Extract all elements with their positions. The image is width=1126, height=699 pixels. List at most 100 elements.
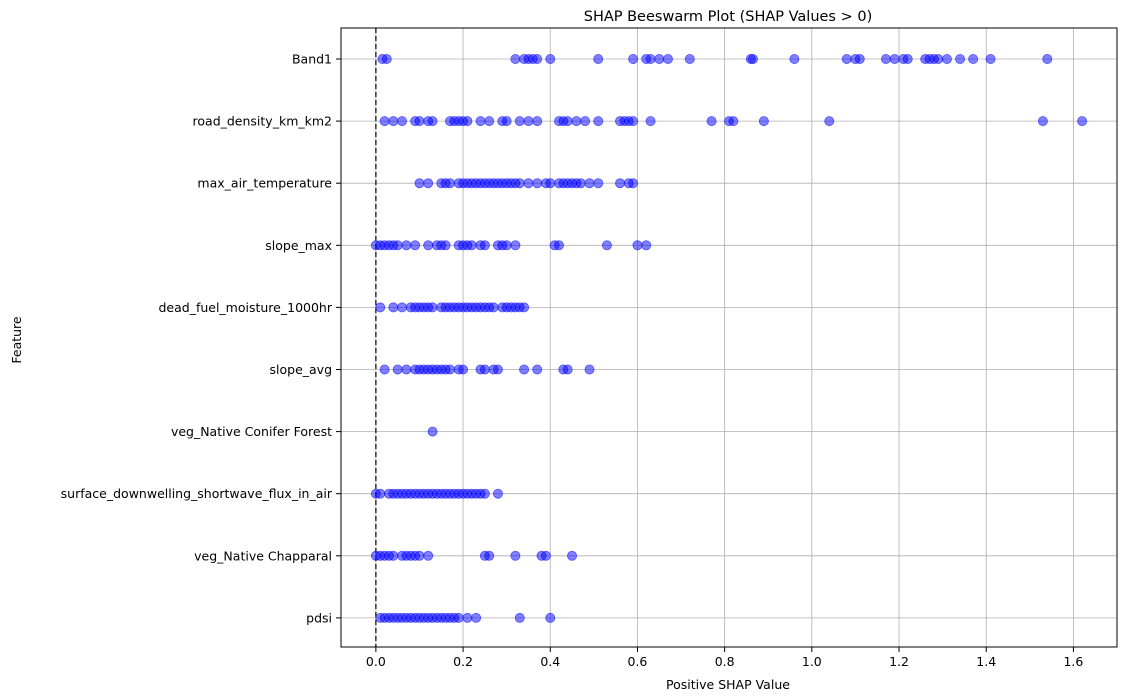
data-point bbox=[523, 116, 534, 127]
data-point bbox=[410, 240, 421, 251]
data-point bbox=[584, 178, 595, 189]
data-point bbox=[427, 302, 438, 313]
feature-label: slope_max bbox=[265, 238, 332, 253]
data-point bbox=[501, 240, 512, 251]
data-point bbox=[501, 116, 512, 127]
data-point bbox=[662, 54, 673, 65]
data-point bbox=[388, 550, 399, 561]
data-point bbox=[392, 240, 403, 251]
data-point bbox=[902, 54, 913, 65]
data-point bbox=[593, 178, 604, 189]
data-point bbox=[593, 116, 604, 127]
data-point bbox=[824, 116, 835, 127]
data-point bbox=[654, 54, 665, 65]
y-axis-label: Feature bbox=[9, 316, 24, 364]
data-point bbox=[466, 240, 477, 251]
data-point bbox=[388, 116, 399, 127]
data-point bbox=[1037, 116, 1048, 127]
data-point bbox=[706, 116, 717, 127]
data-point bbox=[571, 116, 582, 127]
data-point bbox=[379, 364, 390, 375]
data-point bbox=[880, 54, 891, 65]
feature-label: max_air_temperature bbox=[197, 176, 332, 191]
data-point bbox=[510, 54, 521, 65]
data-point bbox=[492, 488, 503, 499]
data-point bbox=[1042, 54, 1053, 65]
points bbox=[370, 54, 1088, 623]
data-point bbox=[645, 116, 656, 127]
x-tick-label: 1.6 bbox=[1063, 654, 1083, 669]
data-point bbox=[414, 116, 425, 127]
data-point bbox=[397, 116, 408, 127]
data-point bbox=[985, 54, 996, 65]
data-point bbox=[584, 364, 595, 375]
data-point bbox=[397, 302, 408, 313]
data-point bbox=[484, 550, 495, 561]
data-point bbox=[462, 116, 473, 127]
feature-label: Band1 bbox=[292, 52, 332, 67]
data-point bbox=[532, 116, 543, 127]
x-tick-label: 0.2 bbox=[453, 654, 473, 669]
data-point bbox=[453, 612, 464, 623]
data-point bbox=[545, 612, 556, 623]
data-point bbox=[889, 54, 900, 65]
data-point bbox=[789, 54, 800, 65]
x-tick-label: 0.6 bbox=[628, 654, 648, 669]
data-point bbox=[514, 612, 525, 623]
data-point bbox=[933, 54, 944, 65]
data-point bbox=[479, 240, 490, 251]
data-point bbox=[414, 178, 425, 189]
data-point bbox=[523, 178, 534, 189]
data-point bbox=[562, 364, 573, 375]
data-point bbox=[641, 240, 652, 251]
data-point bbox=[401, 240, 412, 251]
data-point bbox=[488, 302, 499, 313]
data-point bbox=[492, 364, 503, 375]
data-point bbox=[545, 54, 556, 65]
data-point bbox=[510, 240, 521, 251]
feature-label: veg_Native Chapparal bbox=[194, 548, 332, 563]
data-point bbox=[479, 364, 490, 375]
data-point bbox=[601, 240, 612, 251]
data-point bbox=[728, 116, 739, 127]
feature-label: road_density_km_km2 bbox=[193, 114, 332, 129]
data-point bbox=[444, 364, 455, 375]
data-point bbox=[532, 178, 543, 189]
data-point bbox=[392, 364, 403, 375]
data-point bbox=[423, 240, 434, 251]
data-point bbox=[1077, 116, 1088, 127]
data-point bbox=[758, 116, 769, 127]
data-point bbox=[567, 550, 578, 561]
data-point bbox=[427, 116, 438, 127]
data-point bbox=[401, 364, 412, 375]
data-point bbox=[540, 550, 551, 561]
feature-label: dead_fuel_moisture_1000hr bbox=[158, 300, 332, 315]
data-point bbox=[484, 116, 495, 127]
data-point bbox=[955, 54, 966, 65]
data-point bbox=[375, 488, 386, 499]
data-point bbox=[628, 54, 639, 65]
data-point bbox=[440, 240, 451, 251]
data-point bbox=[941, 54, 952, 65]
data-point bbox=[747, 54, 758, 65]
feature-label: pdsi bbox=[306, 610, 332, 625]
data-point bbox=[510, 550, 521, 561]
feature-label: slope_avg bbox=[270, 362, 333, 377]
data-point bbox=[562, 116, 573, 127]
data-point bbox=[375, 302, 386, 313]
plot-area-frame bbox=[340, 27, 1118, 648]
data-point bbox=[519, 302, 530, 313]
data-point bbox=[532, 54, 543, 65]
x-axis-label: Positive SHAP Value bbox=[666, 677, 790, 692]
data-point bbox=[645, 54, 656, 65]
data-point bbox=[968, 54, 979, 65]
data-point bbox=[427, 426, 438, 437]
x-tick-label: 1.4 bbox=[976, 654, 996, 669]
x-tick-label: 1.2 bbox=[889, 654, 909, 669]
feature-label: veg_Native Conifer Forest bbox=[171, 424, 332, 439]
data-point bbox=[471, 612, 482, 623]
data-point bbox=[628, 116, 639, 127]
data-point bbox=[632, 240, 643, 251]
data-point bbox=[854, 54, 865, 65]
